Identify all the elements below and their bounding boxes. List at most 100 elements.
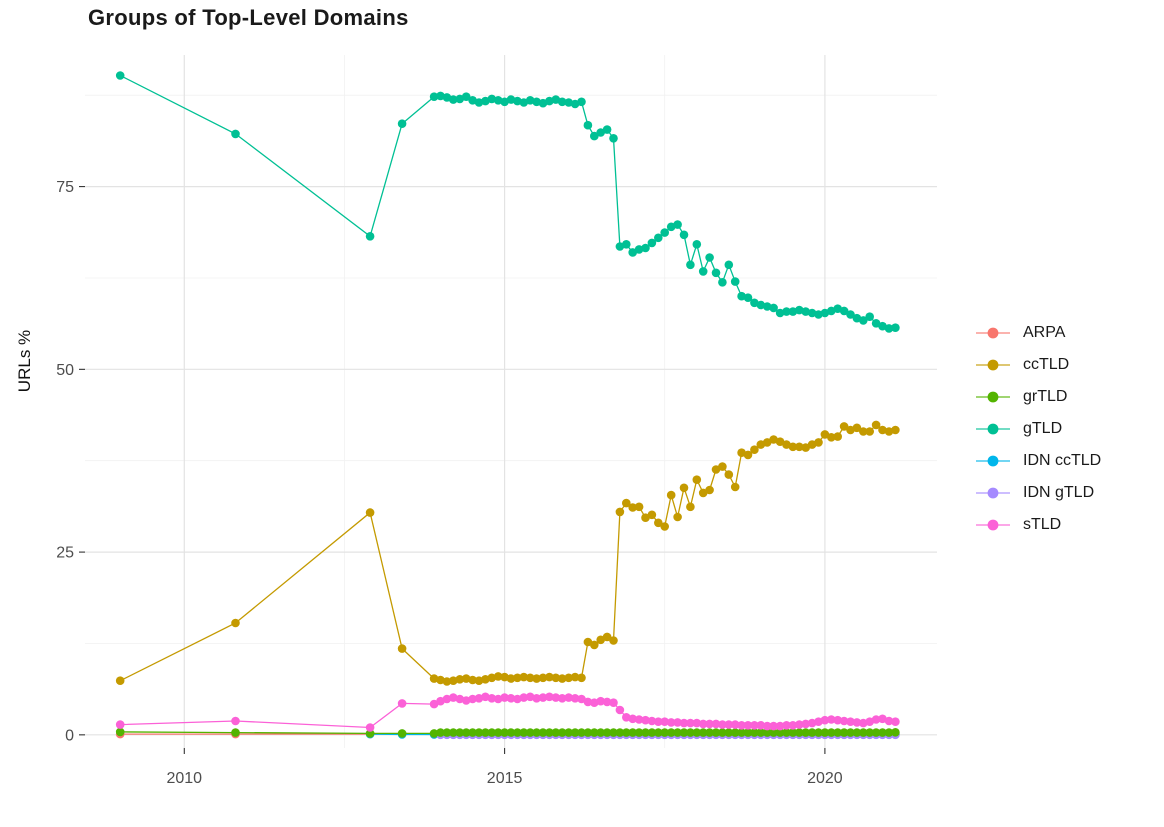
data-point — [532, 97, 541, 107]
data-point — [493, 672, 503, 681]
data-point — [481, 728, 490, 737]
data-point — [782, 307, 791, 316]
data-point — [718, 462, 727, 471]
data-point — [557, 694, 567, 703]
series-cctld — [115, 420, 900, 686]
x-tick-label: 2010 — [166, 770, 202, 787]
data-point — [865, 312, 874, 322]
data-point — [743, 721, 753, 730]
data-point — [647, 728, 657, 737]
data-point — [692, 240, 702, 249]
data-point — [730, 728, 740, 737]
data-point — [775, 721, 785, 731]
data-point — [750, 728, 759, 737]
data-point — [570, 672, 580, 682]
data-point — [859, 316, 868, 325]
legend-label: IDN gTLD — [1023, 484, 1095, 501]
data-point — [788, 721, 798, 730]
data-point — [654, 233, 663, 243]
legend-label: ARPA — [1023, 324, 1066, 341]
data-point — [859, 728, 868, 737]
data-point — [679, 483, 689, 493]
data-point — [788, 728, 798, 737]
data-point — [449, 676, 458, 685]
data-point — [596, 728, 605, 737]
data-point — [801, 307, 810, 316]
data-point — [231, 728, 240, 737]
data-point — [782, 728, 791, 737]
data-point — [641, 728, 650, 737]
data-point — [634, 245, 644, 254]
data-point — [859, 718, 868, 728]
data-point — [615, 728, 625, 737]
data-point — [807, 718, 817, 728]
data-point — [397, 699, 407, 708]
y-tick-label: 75 — [56, 179, 74, 196]
data-point — [839, 728, 849, 737]
legend: ARPA ccTLD grTLD gTLD IDN ccTLD IDN gTLD sTLD — [973, 317, 1101, 541]
data-point — [679, 230, 689, 240]
data-point — [628, 714, 637, 724]
data-point — [583, 697, 593, 707]
data-point — [686, 728, 695, 737]
data-point — [590, 131, 599, 141]
data-point — [686, 502, 695, 512]
data-point — [698, 719, 708, 729]
data-point — [609, 728, 618, 737]
data-point — [365, 723, 375, 732]
data-point — [468, 694, 477, 704]
data-point — [551, 728, 561, 737]
y-tick-label: 25 — [56, 545, 74, 562]
data-point — [461, 728, 471, 737]
data-point — [115, 727, 125, 737]
data-point — [718, 720, 727, 729]
data-point — [795, 442, 804, 452]
data-point — [884, 716, 894, 726]
data-point — [814, 728, 823, 737]
x-tick-label: 2015 — [487, 770, 523, 787]
data-point — [474, 98, 484, 107]
data-point — [871, 319, 881, 328]
data-point — [762, 302, 772, 311]
data-point — [762, 728, 772, 737]
data-point — [596, 635, 605, 645]
data-point — [461, 674, 471, 683]
data-point — [737, 728, 746, 737]
data-point — [724, 720, 734, 729]
data-point — [743, 728, 753, 737]
data-point — [654, 717, 663, 726]
data-point — [474, 676, 484, 685]
data-point — [660, 522, 669, 531]
data-point — [891, 728, 900, 737]
data-point — [673, 728, 682, 737]
data-point — [654, 728, 663, 737]
data-point — [775, 728, 785, 737]
data-point — [602, 632, 612, 642]
data-point — [711, 719, 721, 729]
data-point — [493, 728, 503, 737]
data-point — [711, 465, 721, 474]
legend-key-icon — [976, 519, 1010, 531]
legend-label: ccTLD — [1023, 356, 1070, 373]
data-point — [449, 693, 458, 702]
legend-key-icon — [976, 455, 1010, 467]
chart-title: Groups of Top-Level Domains — [88, 5, 409, 30]
data-point — [628, 728, 637, 737]
data-point — [820, 430, 830, 439]
data-point — [577, 728, 586, 737]
legend-item-idn-cctld: IDN ccTLD — [973, 445, 1101, 477]
data-point — [660, 728, 669, 737]
data-point — [762, 438, 772, 447]
data-point — [622, 728, 631, 737]
data-point — [468, 728, 477, 737]
gridlines-major — [85, 55, 937, 748]
data-point — [513, 728, 522, 737]
data-point — [622, 498, 631, 508]
data-point — [775, 437, 785, 447]
data-point — [718, 278, 727, 287]
data-point — [602, 125, 612, 134]
data-point — [583, 120, 593, 130]
data-point — [884, 324, 894, 333]
data-point — [583, 637, 593, 647]
